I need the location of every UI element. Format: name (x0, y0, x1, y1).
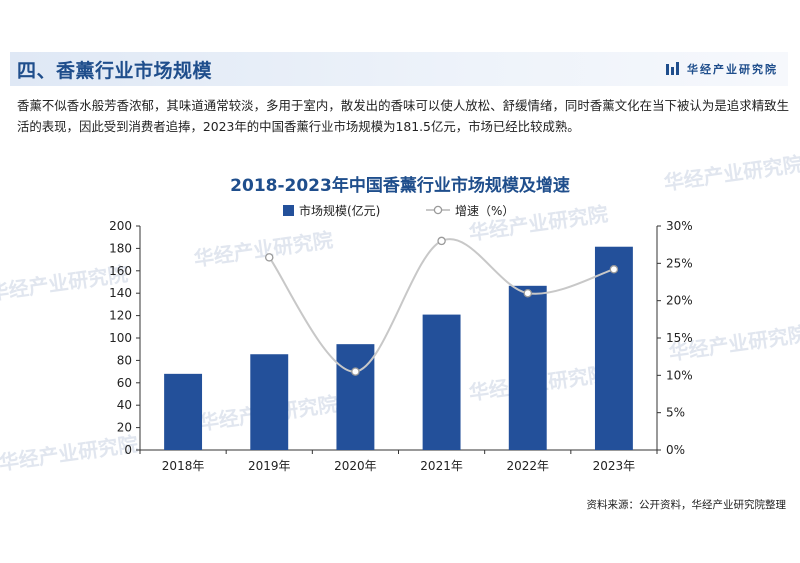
y-left-tick-label: 80 (117, 353, 132, 367)
y-left-tick-label: 180 (109, 241, 132, 255)
legend-line-label: 增速（%） (455, 204, 514, 218)
y-right-tick-label: 20% (666, 294, 693, 308)
x-tick-label: 2019年 (248, 459, 291, 473)
y-left-tick-label: 40 (117, 398, 132, 412)
x-tick-label: 2022年 (506, 459, 549, 473)
y-left-tick-label: 160 (109, 264, 132, 278)
legend-bar-swatch (283, 205, 294, 216)
growth-point (351, 367, 360, 376)
y-left-tick-label: 20 (117, 421, 132, 435)
watermark-text: 华经产业研究院 (192, 228, 334, 271)
section-header-bar (10, 52, 788, 86)
y-left-tick-label: 100 (109, 331, 132, 345)
brand-name: 华经产业研究院 (687, 63, 778, 76)
x-tick-label: 2018年 (162, 459, 205, 473)
bar-logo-icon (666, 62, 679, 75)
x-tick-label: 2023年 (593, 459, 636, 473)
y-left-tick-label: 60 (117, 376, 132, 390)
growth-point (609, 265, 619, 274)
y-right-tick-label: 15% (666, 331, 693, 345)
y-left-tick-label: 200 (109, 219, 132, 233)
source-note: 资料来源：公开资料，华经产业研究院整理 (586, 499, 787, 511)
x-tick-label: 2020年 (334, 459, 377, 473)
bar (336, 344, 375, 450)
chart-title: 2018-2023年中国香薰行业市场规模及增速 (230, 176, 570, 196)
watermark-text: 华经产业研究院 (0, 432, 139, 475)
y-right-tick-label: 0% (666, 443, 685, 457)
x-tick-label: 2021年 (420, 459, 463, 473)
legend-bar-label: 市场规模(亿元) (299, 203, 380, 218)
y-right-tick-label: 10% (666, 368, 693, 382)
growth-point (437, 236, 446, 246)
y-right-tick-label: 5% (666, 406, 685, 420)
y-left-tick-label: 120 (109, 309, 132, 323)
legend-line-marker (433, 205, 443, 215)
y-right-tick-label: 30% (666, 219, 693, 233)
growth-point (523, 288, 533, 298)
bar (508, 285, 547, 450)
section-title: 四、香薰行业市场规模 (17, 60, 213, 82)
y-left-tick-label: 140 (109, 286, 132, 300)
growth-point (264, 253, 274, 262)
bar (164, 373, 203, 450)
y-left-tick-label: 0 (124, 443, 132, 457)
bar (422, 314, 461, 450)
y-right-tick-label: 25% (666, 256, 693, 270)
growth-line (268, 238, 615, 373)
brand: 华经产业研究院 (665, 61, 778, 77)
bar (250, 354, 289, 450)
intro-paragraph: 香薰不似香水般芳香浓郁，其味道通常较淡，多用于室内，散发出的香味可以使人放松、舒… (17, 98, 789, 134)
bar (594, 246, 633, 450)
watermark-text: 华经产业研究院 (662, 152, 800, 195)
